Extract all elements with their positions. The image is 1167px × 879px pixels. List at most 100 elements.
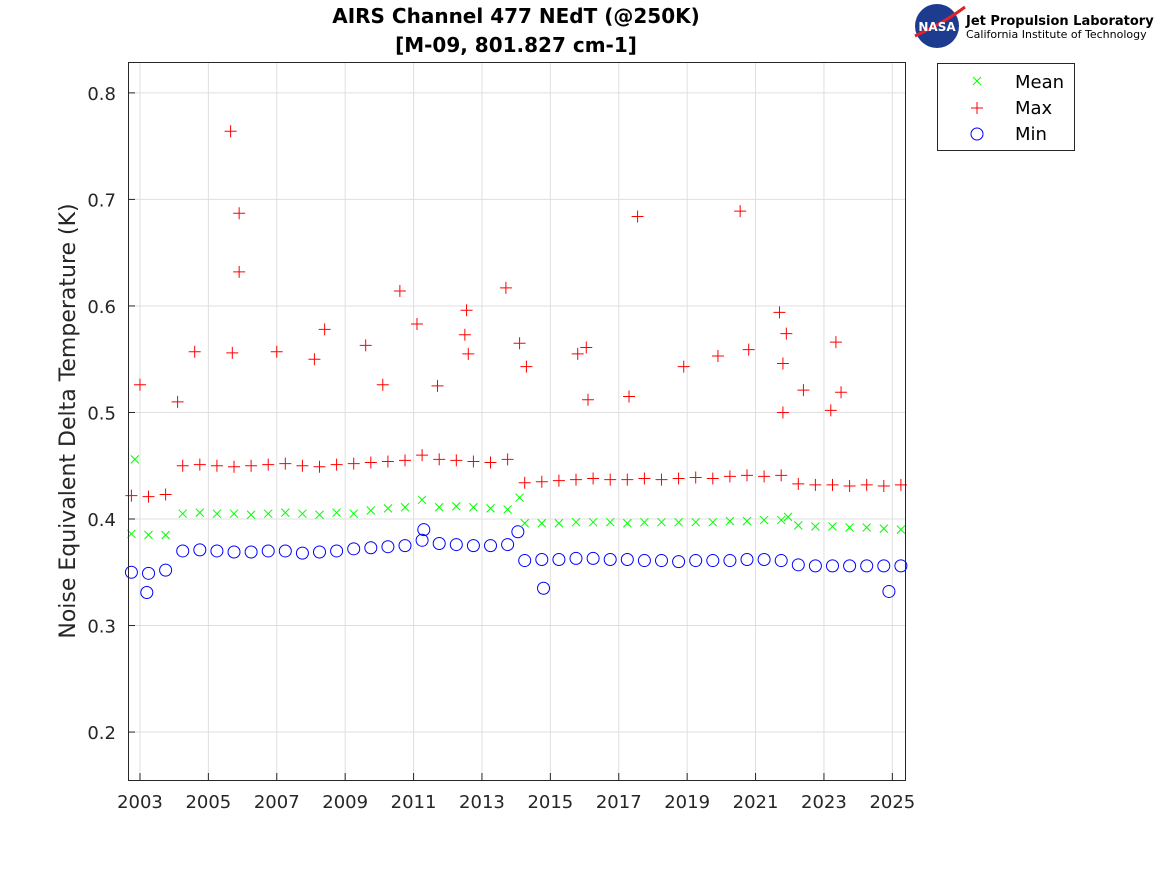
point-min: [757, 552, 771, 566]
point-min: [142, 566, 156, 580]
point-min: [261, 544, 275, 558]
point-max: [142, 490, 155, 503]
point-mean: [845, 523, 854, 532]
ticks: 2003 2005 2007 2009 2011 2013 2015 2017 2019 2021…: [87, 84, 915, 813]
point-max: [570, 473, 583, 486]
point-mean: [400, 502, 410, 512]
point-max: [393, 285, 406, 298]
point-max: [621, 473, 634, 486]
point-mean: [195, 508, 205, 517]
point-mean: [383, 503, 393, 513]
point-mean: [759, 515, 769, 525]
x-tick-label: 2021: [733, 792, 779, 813]
point-min: [140, 586, 154, 600]
point-min: [449, 538, 463, 552]
point-max: [775, 469, 788, 482]
x-tick-label: 2011: [391, 792, 437, 813]
legend-label-mean: Mean: [1015, 72, 1064, 93]
point-max: [347, 457, 360, 470]
legend: Mean Max Min: [937, 63, 1075, 151]
point-min: [535, 552, 549, 566]
legend-box: [937, 63, 1075, 151]
point-min: [586, 551, 600, 565]
point-mean: [144, 530, 153, 540]
point-min: [537, 581, 551, 595]
point-min: [484, 539, 498, 553]
point-min: [603, 552, 617, 566]
x-tick-label: 2025: [869, 792, 915, 813]
point-min: [417, 523, 431, 537]
point-max: [125, 489, 138, 502]
point-mean: [725, 516, 735, 526]
point-max: [780, 327, 793, 340]
point-max: [318, 323, 331, 336]
point-min: [381, 540, 395, 554]
point-min: [689, 554, 703, 568]
point-mean: [178, 509, 188, 519]
point-max: [458, 328, 471, 341]
point-max: [313, 460, 326, 473]
point-max: [835, 386, 848, 399]
point-mean: [674, 517, 683, 527]
point-max: [741, 469, 754, 482]
point-max: [623, 390, 636, 403]
point-min: [620, 552, 634, 566]
point-mean: [896, 525, 906, 535]
point-max: [776, 357, 789, 370]
point-max: [296, 459, 309, 472]
point-max: [672, 472, 685, 485]
point-max: [262, 458, 275, 471]
legend-label-min: Min: [1015, 124, 1047, 145]
chart-title-line1: AIRS Channel 477 NEdT (@250K): [332, 4, 700, 28]
point-max: [176, 459, 189, 472]
point-max: [860, 478, 873, 491]
point-max: [308, 353, 321, 366]
point-mean: [161, 530, 170, 540]
data-marks: [124, 125, 908, 600]
y-tick-label: 0.8: [87, 84, 116, 105]
point-mean: [605, 517, 615, 527]
point-max: [535, 475, 548, 488]
point-min: [364, 541, 378, 555]
point-max: [399, 454, 412, 467]
point-mean: [520, 518, 530, 528]
x-tick-label: 2019: [664, 792, 710, 813]
point-max: [723, 470, 736, 483]
point-min: [518, 554, 532, 568]
point-mean: [212, 509, 222, 519]
point-min: [295, 546, 309, 560]
x-tick-label: 2013: [459, 792, 505, 813]
point-mean: [246, 510, 256, 520]
point-min: [860, 559, 874, 573]
point-max: [233, 207, 246, 220]
point-max: [381, 455, 394, 468]
point-min: [347, 542, 361, 556]
point-max: [711, 350, 724, 363]
point-max: [224, 125, 237, 138]
point-max: [499, 281, 512, 294]
point-mean: [486, 503, 495, 513]
point-min: [398, 539, 412, 553]
point-mean: [742, 516, 752, 526]
point-min: [825, 559, 839, 573]
point-mean: [280, 508, 290, 517]
jpl-name: Jet Propulsion Laboratory: [965, 14, 1154, 29]
point-max: [245, 459, 258, 472]
point-min: [637, 554, 651, 568]
point-max: [513, 337, 526, 350]
point-mean: [298, 509, 307, 519]
point-mean: [862, 523, 872, 532]
point-min: [569, 551, 583, 565]
point-min: [227, 545, 241, 559]
point-min: [330, 544, 344, 558]
point-mean: [776, 515, 786, 525]
point-mean: [537, 518, 547, 528]
point-max: [809, 478, 822, 491]
point-min: [808, 559, 822, 573]
x-tick-label: 2015: [527, 792, 573, 813]
point-mean: [657, 517, 666, 527]
point-max: [638, 472, 651, 485]
point-max: [604, 473, 617, 486]
legend-marker-min: [970, 127, 984, 141]
